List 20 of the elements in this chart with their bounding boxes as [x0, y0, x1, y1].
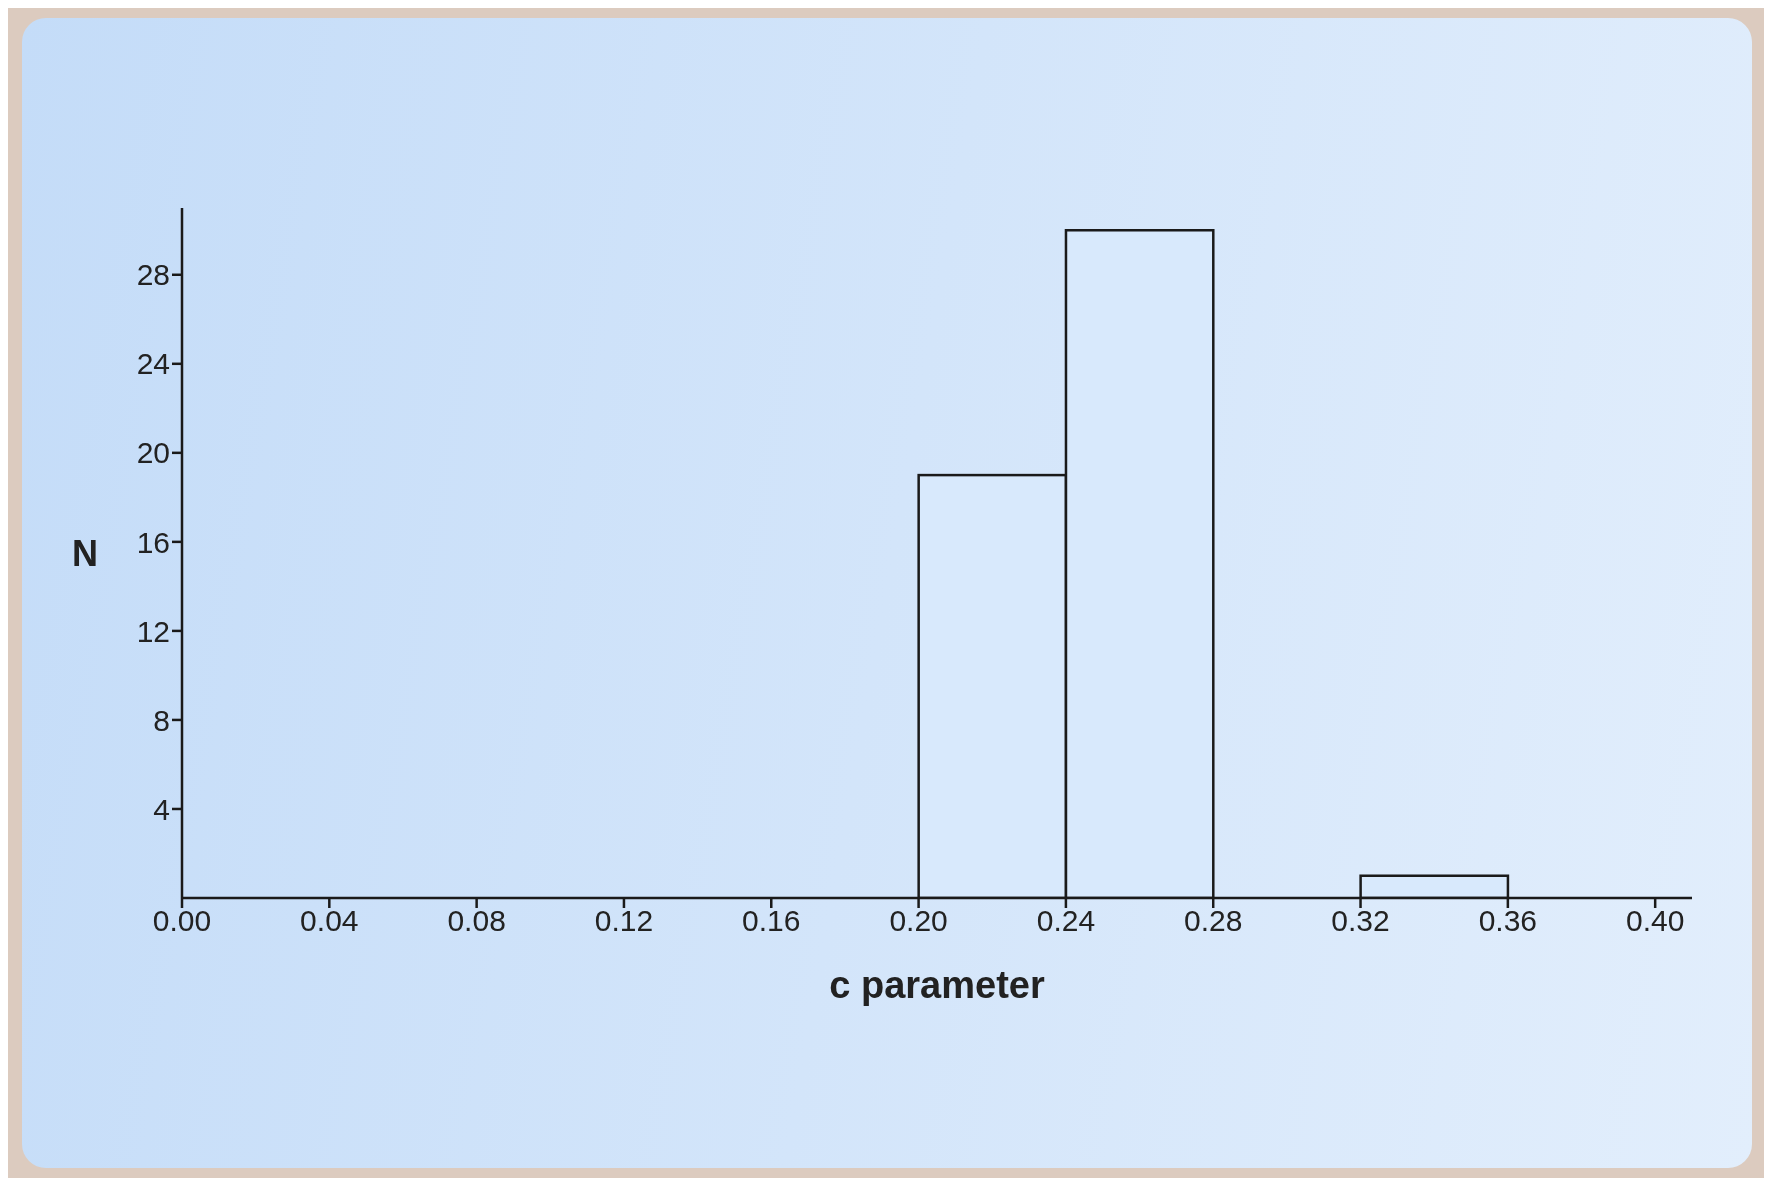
y-tick-label: 28	[136, 258, 170, 292]
x-axis-title: c parameter	[829, 964, 1045, 1006]
y-tick-label: 4	[153, 792, 170, 826]
x-tick-label: 0.20	[889, 904, 948, 938]
y-tick-label: 12	[136, 614, 170, 648]
x-tick-label: 0.32	[1331, 904, 1390, 938]
x-tick-label: 0.04	[300, 904, 359, 938]
y-tick-label: 8	[153, 703, 170, 737]
x-tick-label: 0.24	[1036, 904, 1096, 938]
x-tick-label: 0.00	[152, 904, 212, 938]
x-tick-label: 0.12	[594, 904, 654, 938]
y-axis-title: N	[72, 532, 98, 574]
x-tick-label: 0.16	[742, 904, 801, 938]
y-tick-label: 20	[136, 436, 170, 470]
x-tick-label: 0.28	[1184, 904, 1243, 938]
y-tick-label: 24	[136, 347, 170, 381]
x-tick-label: 0.40	[1625, 904, 1685, 938]
x-tick-label: 0.08	[447, 904, 506, 938]
x-tick-label: 0.36	[1478, 904, 1538, 938]
y-tick-label: 16	[136, 525, 170, 559]
